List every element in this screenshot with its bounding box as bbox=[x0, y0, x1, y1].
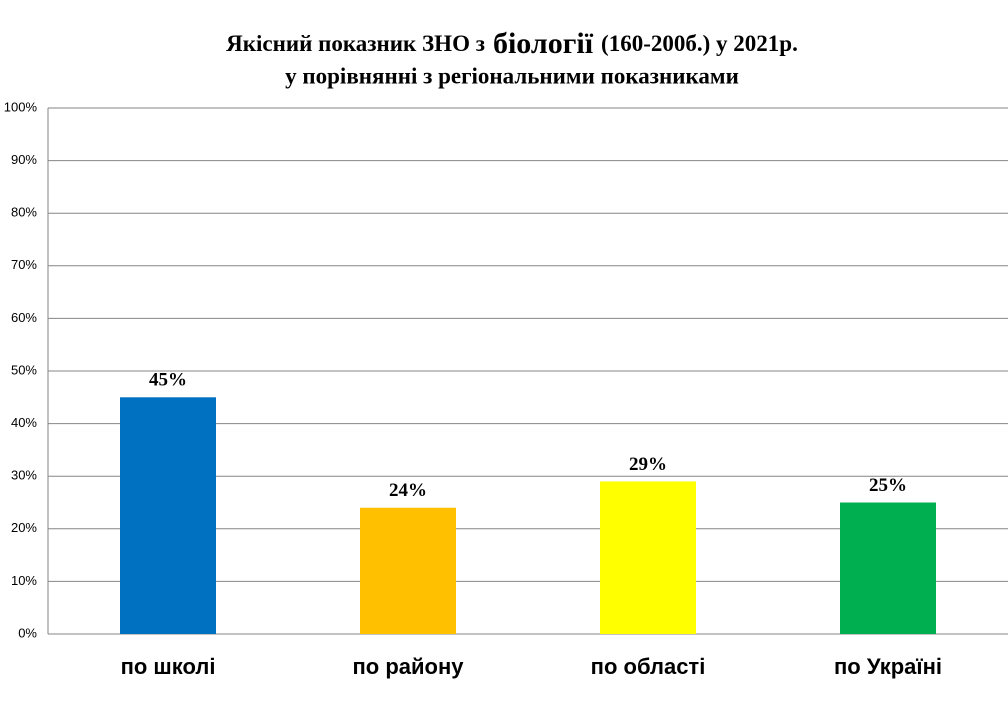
y-tick-label: 90% bbox=[11, 152, 37, 167]
y-tick-label: 100% bbox=[4, 99, 38, 114]
bar bbox=[360, 507, 456, 634]
x-tick-label: по області bbox=[591, 654, 706, 679]
x-tick-label: по Україні bbox=[834, 654, 942, 679]
y-tick-label: 40% bbox=[11, 415, 37, 430]
title-part: біології bbox=[493, 27, 594, 60]
x-tick-label: по школі bbox=[121, 654, 216, 679]
data-label: 45% bbox=[149, 370, 187, 391]
y-tick-label: 70% bbox=[11, 257, 37, 272]
y-tick-label: 30% bbox=[11, 468, 37, 483]
chart-subtitle: у порівнянні з регіональними показниками bbox=[285, 63, 739, 88]
title-part: Якісний показник ЗНО з bbox=[226, 31, 485, 56]
data-label: 24% bbox=[389, 480, 427, 501]
y-tick-label: 80% bbox=[11, 205, 37, 220]
bar bbox=[840, 502, 936, 634]
chart-title: Якісний показник ЗНО з біології (160-200б.… bbox=[226, 27, 798, 60]
x-tick-label: по району bbox=[353, 654, 465, 679]
data-label: 25% bbox=[869, 475, 907, 496]
bar bbox=[600, 481, 696, 634]
data-label: 29% bbox=[629, 454, 667, 475]
y-tick-label: 60% bbox=[11, 310, 37, 325]
bar bbox=[120, 397, 216, 634]
y-tick-label: 10% bbox=[11, 573, 37, 588]
y-tick-label: 20% bbox=[11, 520, 37, 535]
y-tick-label: 50% bbox=[11, 362, 37, 377]
y-tick-label: 0% bbox=[18, 625, 37, 640]
title-part: (160-200б.) у 2021р. bbox=[601, 31, 798, 56]
